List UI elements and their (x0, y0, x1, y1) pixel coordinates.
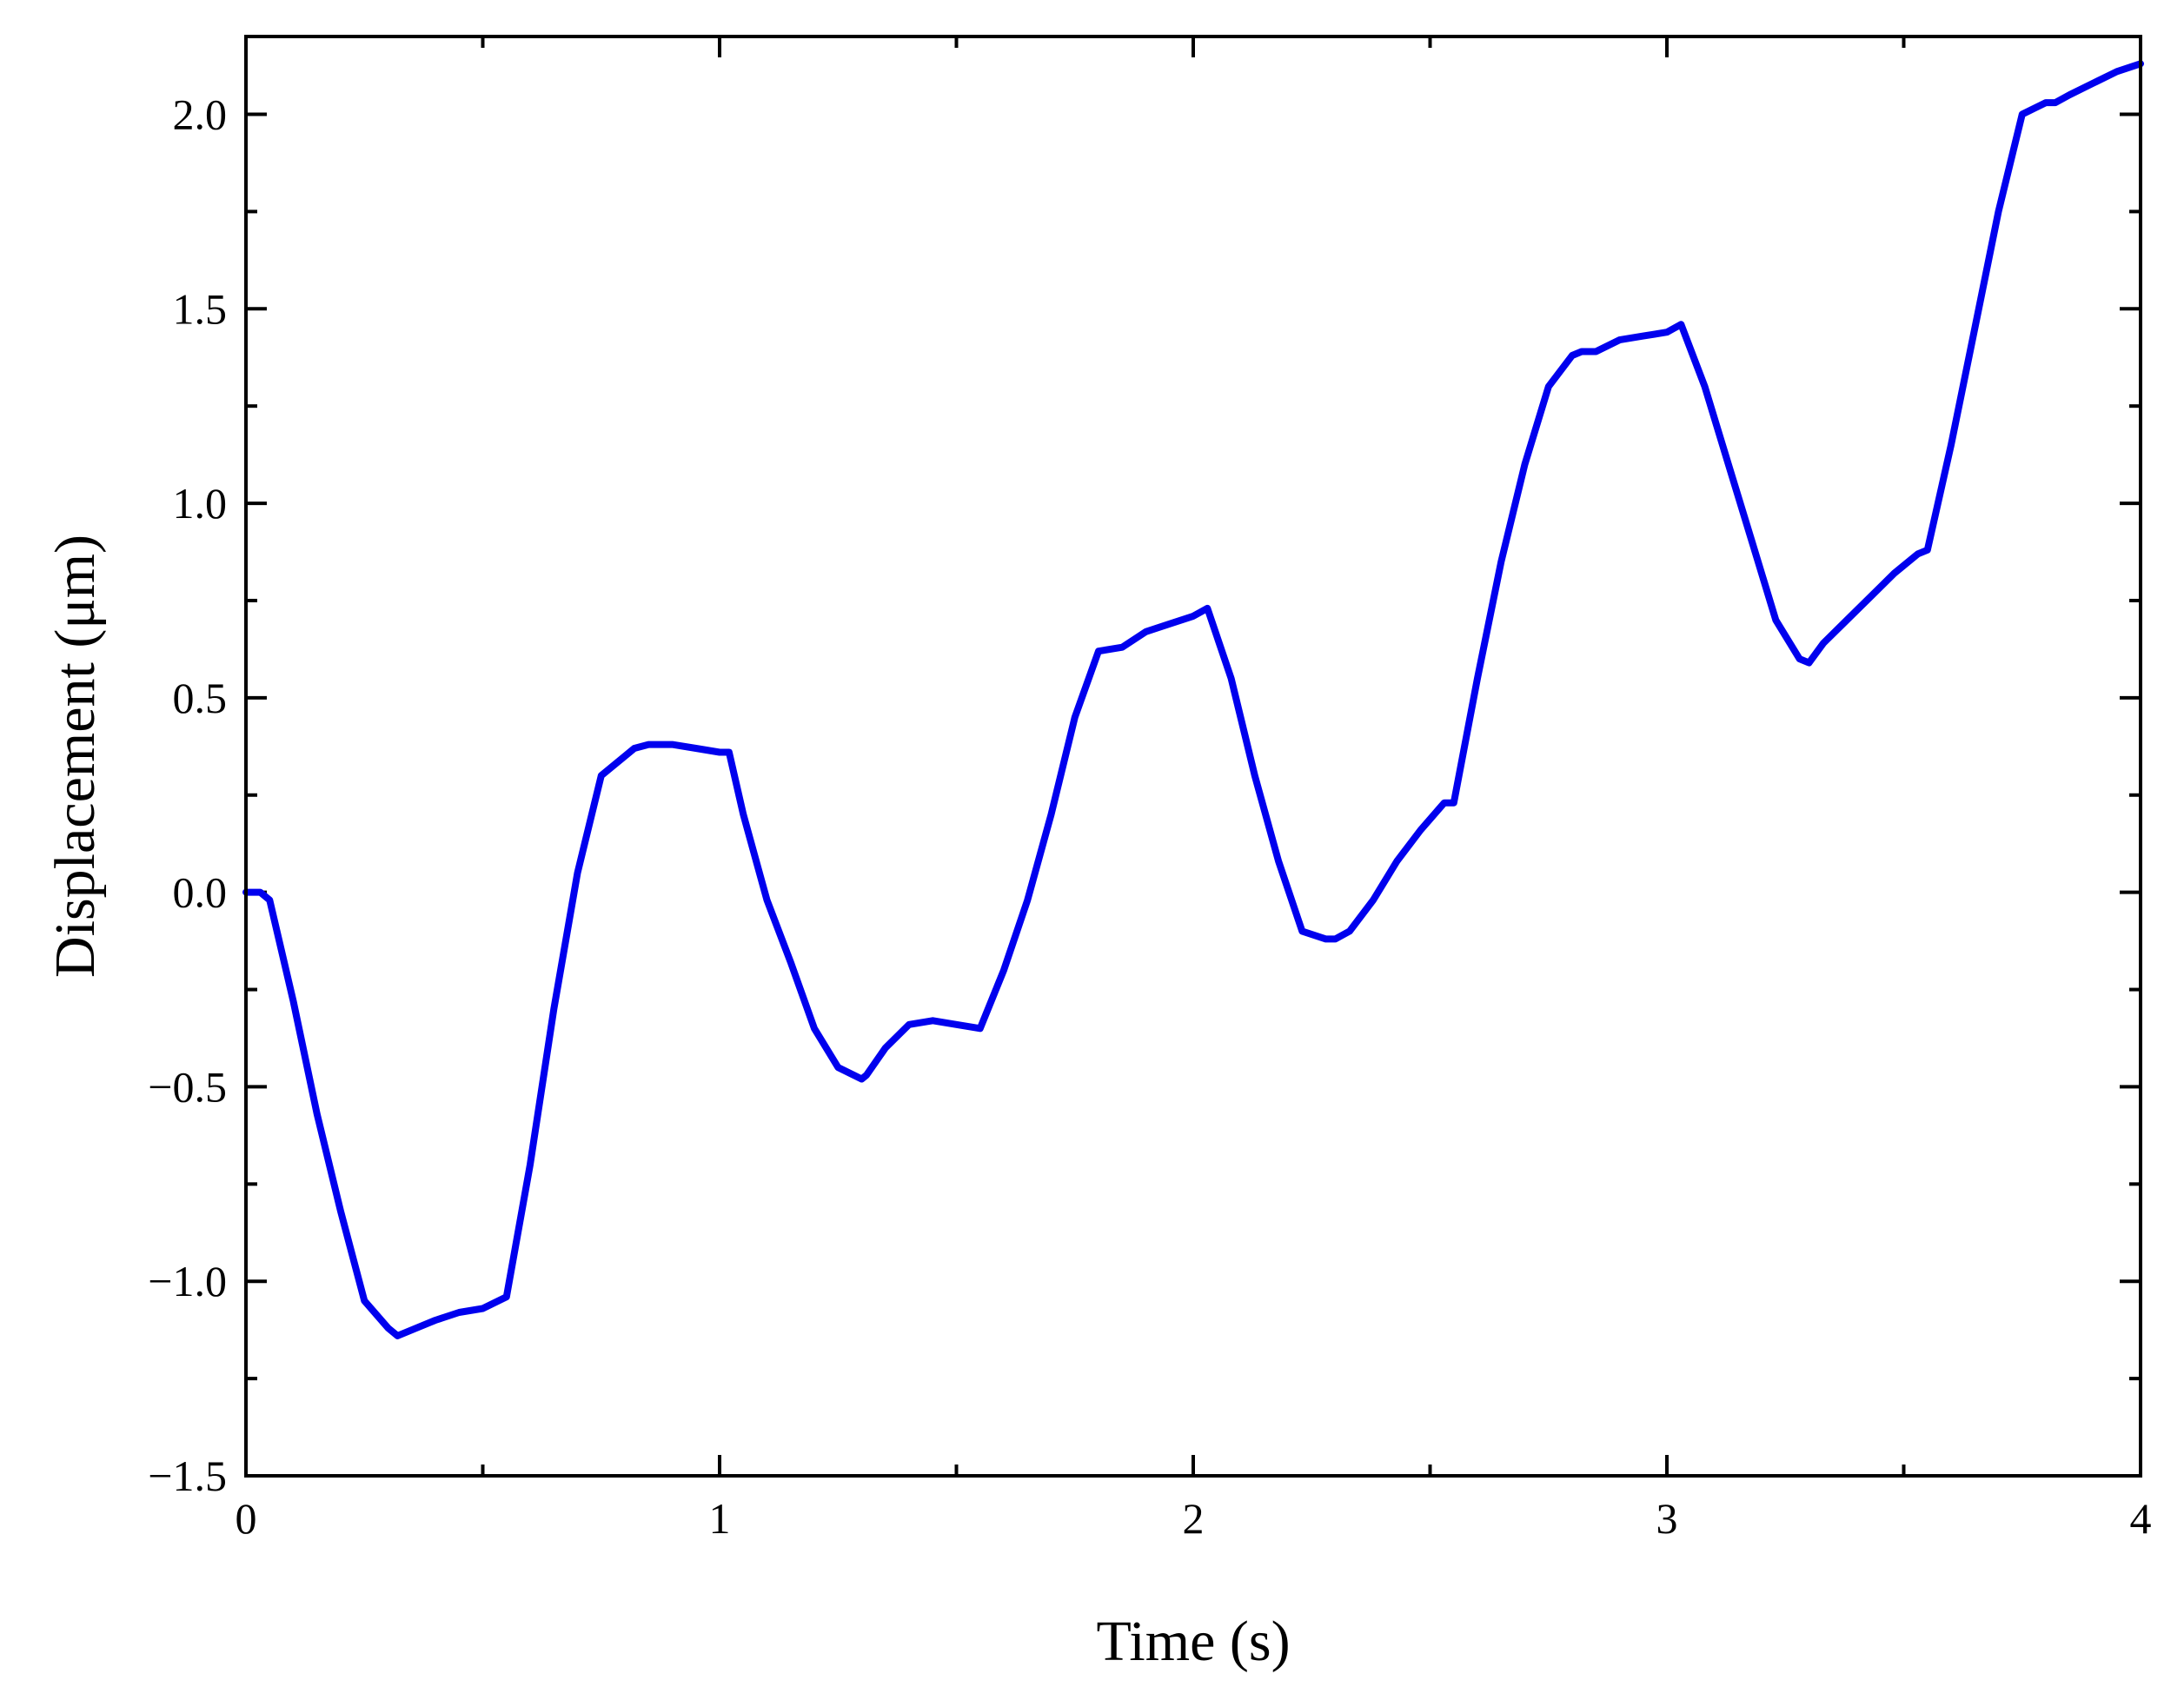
y-tick-label: 1.5 (173, 284, 228, 333)
x-tick-label: 3 (1656, 1494, 1678, 1543)
tick-labels: 0 1 2 3 4 −1.5 −1.0 −0.5 0.0 0.5 1.0 1.5 2.0 (148, 90, 2151, 1543)
x-tick-label: 4 (2130, 1494, 2152, 1543)
y-axis-title: Displacement (μm) (43, 535, 107, 978)
y-tick-label: 2.0 (173, 90, 228, 139)
y-tick-label: −1.0 (148, 1257, 227, 1305)
plot-frame (244, 35, 2142, 1478)
y-tick-label: −1.5 (148, 1451, 227, 1500)
y-tick-label: 1.0 (173, 479, 228, 528)
series-line (242, 60, 2144, 1339)
y-tick-label: −0.5 (148, 1062, 227, 1111)
x-tick-label: 2 (1183, 1494, 1205, 1543)
x-tick-label: 0 (236, 1494, 257, 1543)
series (242, 60, 2144, 1339)
y-tick-label: 0.5 (173, 674, 228, 722)
ticks (244, 37, 2142, 1478)
y-tick-label: 0.0 (173, 868, 228, 917)
x-tick-label: 1 (709, 1494, 731, 1543)
x-axis-title: Time (s) (1096, 1610, 1290, 1673)
